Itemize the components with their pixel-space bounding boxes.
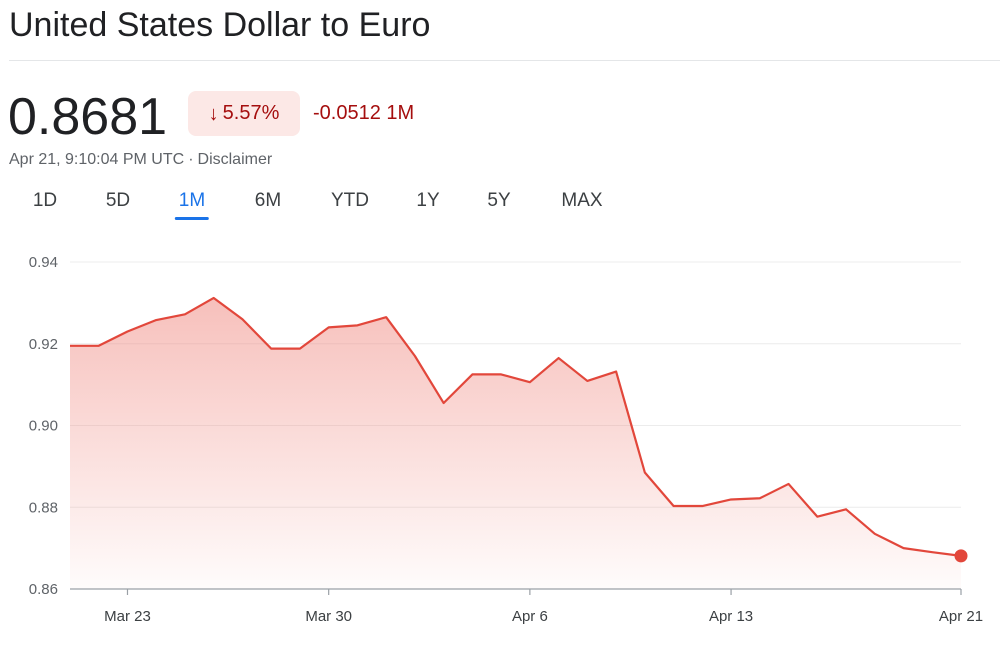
tab-1d[interactable]: 1D [32, 190, 58, 211]
x-tick-label: Apr 13 [709, 608, 753, 625]
y-tick-label: 0.94 [29, 254, 58, 271]
y-tick-label: 0.88 [29, 499, 58, 516]
series-line [70, 296, 962, 557]
data-point[interactable] [469, 371, 475, 377]
y-tick-label: 0.90 [29, 418, 58, 435]
data-point[interactable] [843, 506, 849, 512]
percent-change-value: 5.57% [222, 102, 280, 124]
data-point[interactable] [872, 531, 878, 537]
data-point[interactable] [96, 343, 102, 349]
data-point[interactable] [67, 343, 73, 349]
data-point[interactable] [613, 369, 619, 375]
data-point[interactable] [124, 328, 130, 334]
data-point[interactable] [182, 311, 188, 317]
data-point[interactable] [642, 470, 648, 476]
data-point[interactable] [728, 496, 734, 502]
data-point[interactable] [441, 400, 447, 406]
data-point[interactable] [929, 549, 935, 555]
tab-1y[interactable]: 1Y [416, 190, 440, 211]
data-point[interactable] [527, 379, 533, 385]
data-point[interactable] [699, 503, 705, 509]
disclaimer-link[interactable]: Disclaimer [197, 151, 273, 168]
tab-5y[interactable]: 5Y [487, 190, 511, 211]
tab-1m[interactable]: 1M [174, 188, 210, 220]
data-point[interactable] [211, 295, 217, 301]
x-tick-label: Mar 30 [305, 608, 352, 625]
data-point[interactable] [297, 346, 303, 352]
data-point[interactable] [901, 545, 907, 551]
data-point[interactable] [239, 316, 245, 322]
data-point[interactable] [757, 495, 763, 501]
data-point[interactable] [584, 378, 590, 384]
tab-max[interactable]: MAX [561, 190, 603, 211]
data-point[interactable] [326, 324, 332, 330]
current-point[interactable] [954, 549, 968, 563]
data-point[interactable] [383, 314, 389, 320]
x-tick-label: Mar 23 [104, 608, 151, 625]
y-tick-label: 0.86 [29, 581, 58, 598]
absolute-change: -0.0512 1M [313, 102, 415, 124]
x-tick-label: Apr 21 [939, 608, 983, 625]
data-point[interactable] [671, 503, 677, 509]
data-point[interactable] [412, 353, 418, 359]
data-point[interactable] [498, 371, 504, 377]
current-rate: 0.8681 [8, 88, 168, 146]
header-divider [9, 60, 1000, 61]
arrow-down-icon: ↓ [208, 102, 219, 125]
quote-meta: Apr 21, 9:10:04 PM UTC · Disclaimer [9, 150, 272, 170]
tab-ytd[interactable]: YTD [331, 190, 369, 211]
data-point[interactable] [556, 355, 562, 361]
percent-change-badge: ↓ 5.57% [188, 91, 300, 136]
area-fill [70, 297, 961, 589]
separator: · [188, 151, 194, 168]
data-point[interactable] [786, 481, 792, 487]
data-point[interactable] [268, 346, 274, 352]
tab-5d[interactable]: 5D [105, 190, 131, 211]
time-range-tabs: 1D 5D 1M 6M YTD 1Y 5Y MAX [0, 188, 700, 222]
page-title: United States Dollar to Euro [9, 6, 431, 44]
data-point[interactable] [354, 322, 360, 328]
tab-6m[interactable]: 6M [254, 190, 282, 211]
y-tick-label: 0.92 [29, 336, 58, 353]
data-point[interactable] [814, 514, 820, 520]
x-tick-label: Apr 6 [512, 608, 548, 625]
data-point[interactable] [153, 317, 159, 323]
timestamp: Apr 21, 9:10:04 PM UTC [9, 151, 185, 168]
